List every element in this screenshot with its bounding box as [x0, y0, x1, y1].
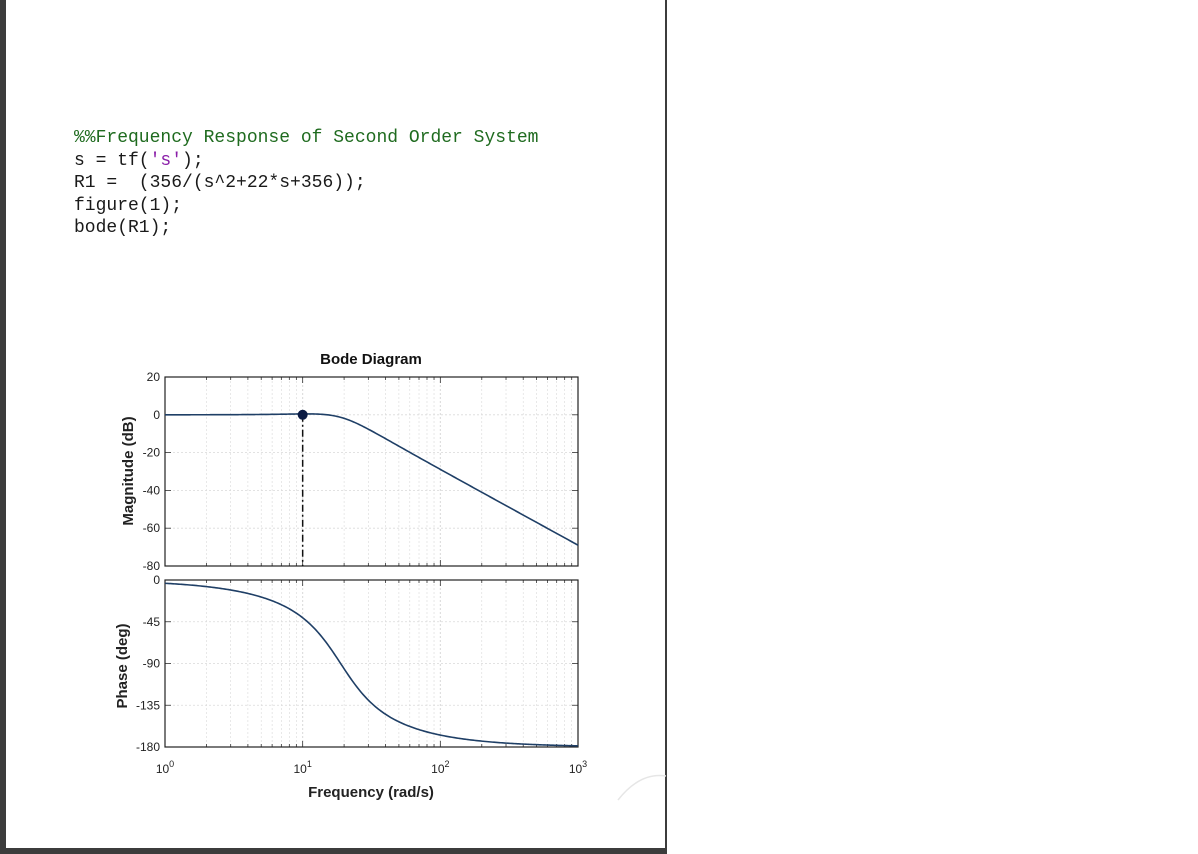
code-line-4: figure(1); [74, 195, 183, 216]
magnitude-panel: 20 0 -20 -40 -60 -80 Magnitude (dB) [120, 370, 579, 573]
phase-panel: 0 -45 -90 -135 -180 Phase (deg) [114, 573, 579, 754]
phase-ytick-label: -90 [143, 657, 161, 671]
code-line-5: bode(R1); [74, 218, 172, 238]
document-page [6, 0, 667, 848]
magnitude-tick-labels: 20 0 -20 -40 -60 -80 [143, 370, 161, 573]
phase-ytick-label: 0 [153, 573, 160, 587]
magnitude-ylabel: Magnitude (dB) [120, 416, 137, 525]
magnitude-ytick-label: -80 [143, 559, 161, 573]
phase-ytick-label: -135 [136, 698, 160, 712]
xtick-label: 100 [156, 759, 174, 776]
window-left-edge [0, 0, 6, 854]
magnitude-curve [164, 413, 579, 546]
magnitude-ytick-label: 0 [153, 408, 160, 422]
xtick-label: 102 [431, 759, 449, 776]
decorative-arc [617, 774, 667, 801]
code-line-2: s = tf('s'); [74, 150, 204, 171]
code-comment-line: %%Frequency Response of Second Order Sys… [74, 128, 539, 148]
magnitude-ytick-label: -40 [143, 483, 161, 497]
chart-xlabel: Frequency (rad/s) [308, 784, 434, 801]
phase-ytick-label: -180 [136, 740, 160, 754]
chart-title: Bode Diagram [320, 351, 422, 368]
magnitude-ytick-label: -20 [143, 446, 161, 460]
code-line-3: R1 = (356/(s^2+22*s+356)); [74, 173, 366, 193]
xtick-label: 103 [569, 759, 587, 776]
phase-grid [165, 579, 578, 748]
magnitude-ytick-label: -60 [143, 521, 161, 535]
frequency-tick-labels: 100 101 102 103 [156, 759, 587, 776]
phase-axes-box [164, 579, 579, 748]
window-bottom-edge [0, 848, 667, 854]
xtick-label: 101 [293, 759, 311, 776]
matlab-code-block: %%Frequency Response of Second Order Sys… [74, 127, 538, 240]
phase-curve [164, 582, 579, 747]
phase-tick-labels: 0 -45 -90 -135 -180 [136, 573, 160, 754]
phase-ytick-label: -45 [143, 615, 161, 629]
magnitude-grid [165, 376, 578, 567]
magnitude-ytick-label: 20 [147, 370, 161, 384]
magnitude-marker-point[interactable] [297, 409, 308, 420]
phase-ylabel: Phase (deg) [114, 623, 131, 708]
magnitude-axes-box [164, 376, 579, 567]
